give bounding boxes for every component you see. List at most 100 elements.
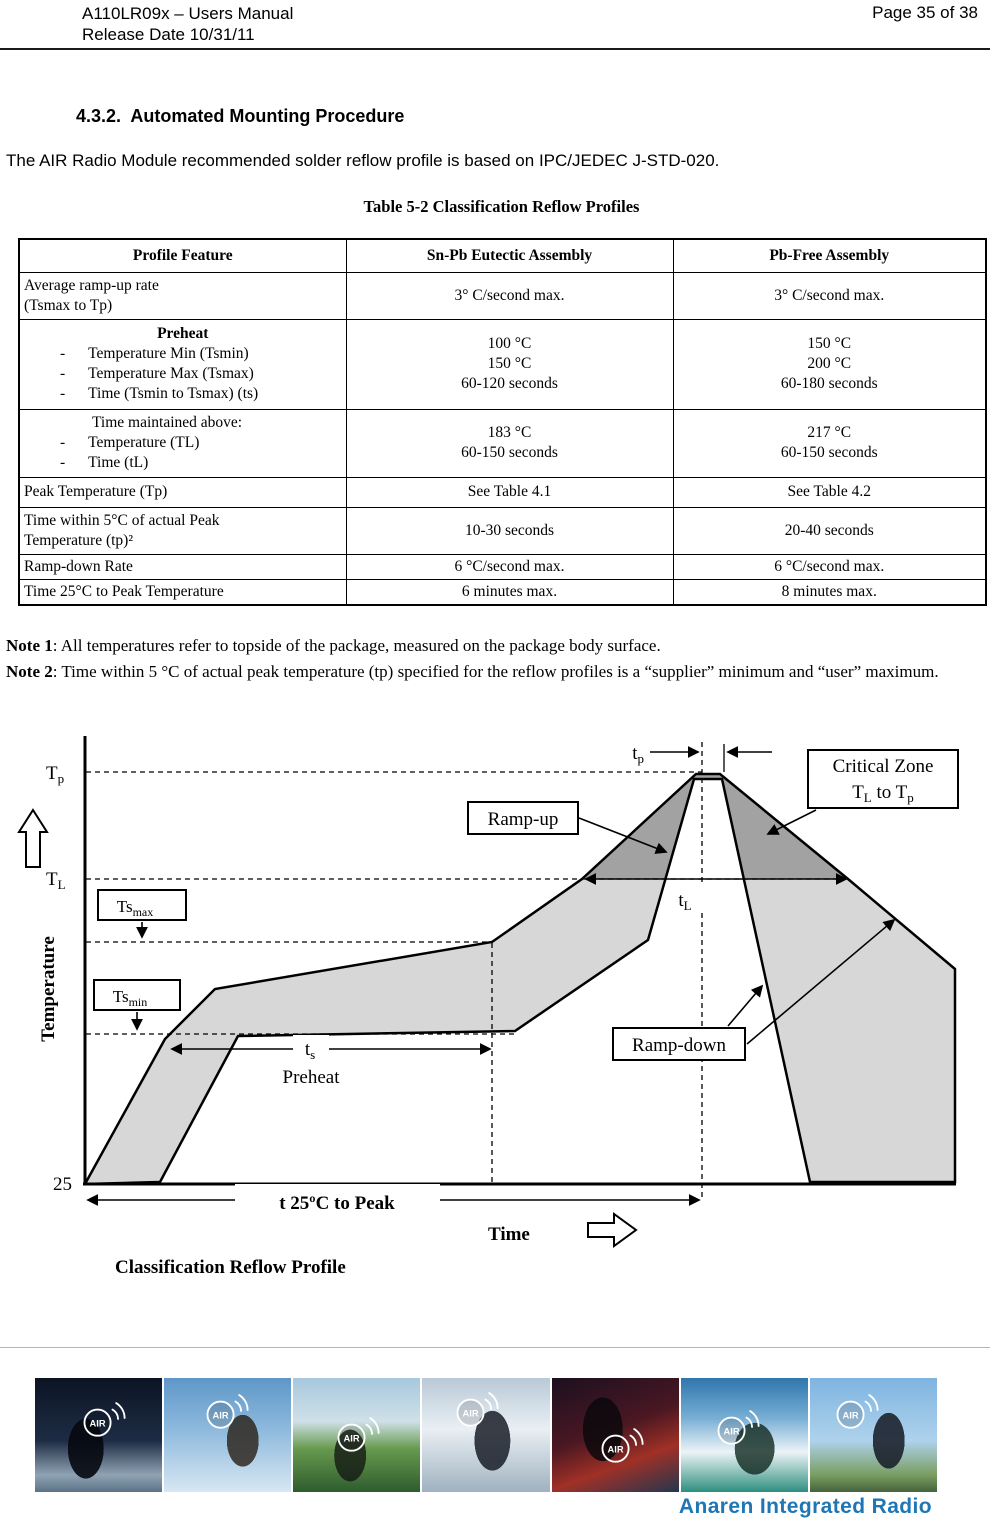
tsmax-callout: Tsmax <box>97 889 187 939</box>
tp-duration-callout: tp <box>632 743 772 766</box>
air-logo: AIR <box>836 1394 879 1429</box>
svg-text:AIR: AIR <box>724 1426 740 1436</box>
col-header-snpb-assembly: Sn-Pb Eutectic Assembly <box>345 238 674 273</box>
photo-tile-windsurfer: AIR <box>551 1378 679 1492</box>
preheat-heading: Preheat <box>157 325 209 342</box>
ts-label: ts <box>305 1039 315 1062</box>
reflow-profile-figure: Tp TL 25 Tsmax Tsmin tp <box>10 722 960 1302</box>
cell-snpb: See Table 4.1 <box>345 476 674 508</box>
up-arrow-icon <box>17 808 49 868</box>
ramp-down-label: Ramp-down <box>632 1035 726 1056</box>
photo-tile-skateboarder-sky: AIR <box>809 1378 937 1492</box>
page-header: A110LR09x – Users Manual Release Date 10… <box>0 0 990 50</box>
air-logo: AIR <box>717 1410 760 1445</box>
cell-pbfree: See Table 4.2 <box>672 476 987 508</box>
note-2: Note 2: Time within 5 °C of actual peak … <box>6 659 982 685</box>
cell-feature: Time 25°C to Peak Temperature <box>18 578 347 606</box>
temperature-axis-title: Temperature <box>17 808 59 1042</box>
cell-feature: Preheat - Temperature Min (Tsmin) - Temp… <box>18 318 347 410</box>
photo-tile-kayaker: AIR <box>680 1378 808 1492</box>
air-logo: AIR <box>206 1394 249 1429</box>
time-maintained-heading: Time maintained above: <box>92 414 243 431</box>
cell-feature: Time within 5°C of actual Peak Temperatu… <box>18 506 347 555</box>
svg-text:AIR: AIR <box>89 1418 105 1428</box>
note-1-text: : All temperatures refer to topside of t… <box>52 636 661 655</box>
air-logo: AIR <box>337 1416 380 1452</box>
time-axis-title: Time <box>488 1212 638 1248</box>
critical-zone-line2: TL to Tp <box>852 782 914 805</box>
table-title: Table 5-2 Classification Reflow Profiles <box>363 197 640 216</box>
note-1: Note 1: All temperatures refer to topsid… <box>6 633 982 659</box>
table-row: Ramp-down Rate 6 °C/second max. 6 °C/sec… <box>18 553 987 580</box>
svg-text:AIR: AIR <box>463 1408 479 1418</box>
tl-duration-callout: tL <box>584 873 848 913</box>
table-row: Average ramp-up rate (Tsmax to Tp) 3° C/… <box>18 271 987 320</box>
table-row: Time maintained above: - Temperature (TL… <box>18 408 987 478</box>
cell-pbfree: 3° C/second max. <box>672 271 987 320</box>
brand-text: Anaren Integrated Radio <box>678 1495 932 1518</box>
cell-snpb: 6 minutes max. <box>345 578 674 606</box>
svg-text:AIR: AIR <box>843 1410 859 1420</box>
tsmin-label: Tsmin <box>113 987 148 1009</box>
time-maintained-bullets: - Temperature (TL) - Time (tL) <box>60 434 200 471</box>
critical-zone-shading <box>582 774 848 879</box>
svg-text:AIR: AIR <box>212 1410 228 1420</box>
x-axis-title: Time <box>488 1224 530 1245</box>
header-release-date: Release Date 10/31/11 <box>82 25 255 44</box>
profile-band-outline <box>82 772 957 1186</box>
header-title: A110LR09x – Users Manual <box>82 4 294 23</box>
col-header-pbfree-assembly: Pb-Free Assembly <box>672 238 987 273</box>
tsmin-callout: Tsmin <box>93 979 181 1031</box>
photo-tile-skier: AIR <box>164 1378 292 1492</box>
cell-pbfree: 8 minutes max. <box>672 578 987 606</box>
critical-zone-line1: Critical Zone <box>833 756 934 777</box>
table-row: Preheat - Temperature Min (Tsmin) - Temp… <box>18 318 987 410</box>
tsmax-label: Tsmax <box>117 897 154 919</box>
photo-tile-skateboarder-night: AIR <box>35 1378 163 1492</box>
footer-photo-strip: AIR AIR AIR AIR <box>35 1378 937 1492</box>
air-logo: AIR <box>456 1391 499 1427</box>
preheat-label: Preheat <box>283 1067 341 1088</box>
tl-axis-label: TL <box>46 869 66 892</box>
figure-caption: Classification Reflow Profile <box>115 1257 346 1278</box>
intro-paragraph: The AIR Radio Module recommended solder … <box>6 151 720 170</box>
svg-text:AIR: AIR <box>344 1433 360 1443</box>
preheat-bullets: - Temperature Min (Tsmin) - Temperature … <box>60 345 259 402</box>
table-row: Peak Temperature (Tp) See Table 4.1 See … <box>18 476 987 508</box>
cell-snpb: 183 °C 60-150 seconds <box>345 408 674 478</box>
section-heading: 4.3.2. Automated Mounting Procedure <box>76 106 405 126</box>
right-arrow-icon <box>587 1212 638 1248</box>
header-page-number: Page 35 of 38 <box>872 3 978 22</box>
cell-snpb: 10-30 seconds <box>345 506 674 555</box>
photo-tile-snowboarder: AIR <box>422 1378 550 1492</box>
air-logo: AIR <box>83 1402 126 1437</box>
cell-snpb: 100 °C 150 °C 60-120 seconds <box>345 318 674 410</box>
cell-feature: Time maintained above: - Temperature (TL… <box>18 408 347 478</box>
photo-tile-mountain-biker: AIR <box>293 1378 421 1492</box>
tp-label: tp <box>632 743 644 766</box>
profile-band <box>85 774 955 1184</box>
tl-label: tL <box>678 890 691 913</box>
critical-zone-callout: Critical Zone TL to Tp <box>766 749 959 835</box>
t25-duration-callout: t 25ºC to Peak <box>86 1184 701 1216</box>
reflow-profiles-table: Profile Feature Sn-Pb Eutectic Assembly … <box>18 238 987 606</box>
note-1-label: Note 1 <box>6 636 53 655</box>
svg-text:AIR: AIR <box>607 1445 623 1455</box>
ts-duration-callout: ts Preheat <box>170 1035 492 1088</box>
table-header-row: Profile Feature Sn-Pb Eutectic Assembly … <box>18 238 987 273</box>
cell-feature: Peak Temperature (Tp) <box>18 476 347 508</box>
ramp-up-label: Ramp-up <box>488 809 559 830</box>
cell-snpb: 6 °C/second max. <box>345 553 674 580</box>
footer-divider <box>0 1347 990 1348</box>
cell-pbfree: 217 °C 60-150 seconds <box>672 408 987 478</box>
col-header-profile-feature: Profile Feature <box>18 238 347 273</box>
table-row: Time within 5°C of actual Peak Temperatu… <box>18 506 987 555</box>
cell-snpb: 3° C/second max. <box>345 271 674 320</box>
origin-label: 25 <box>53 1174 72 1195</box>
cell-pbfree: 150 °C 200 °C 60-180 seconds <box>672 318 987 410</box>
cell-feature: Average ramp-up rate (Tsmax to Tp) <box>18 271 347 320</box>
y-axis-title: Temperature <box>38 936 59 1042</box>
cell-feature: Ramp-down Rate <box>18 553 347 580</box>
notes-block: Note 1: All temperatures refer to topsid… <box>6 633 982 685</box>
